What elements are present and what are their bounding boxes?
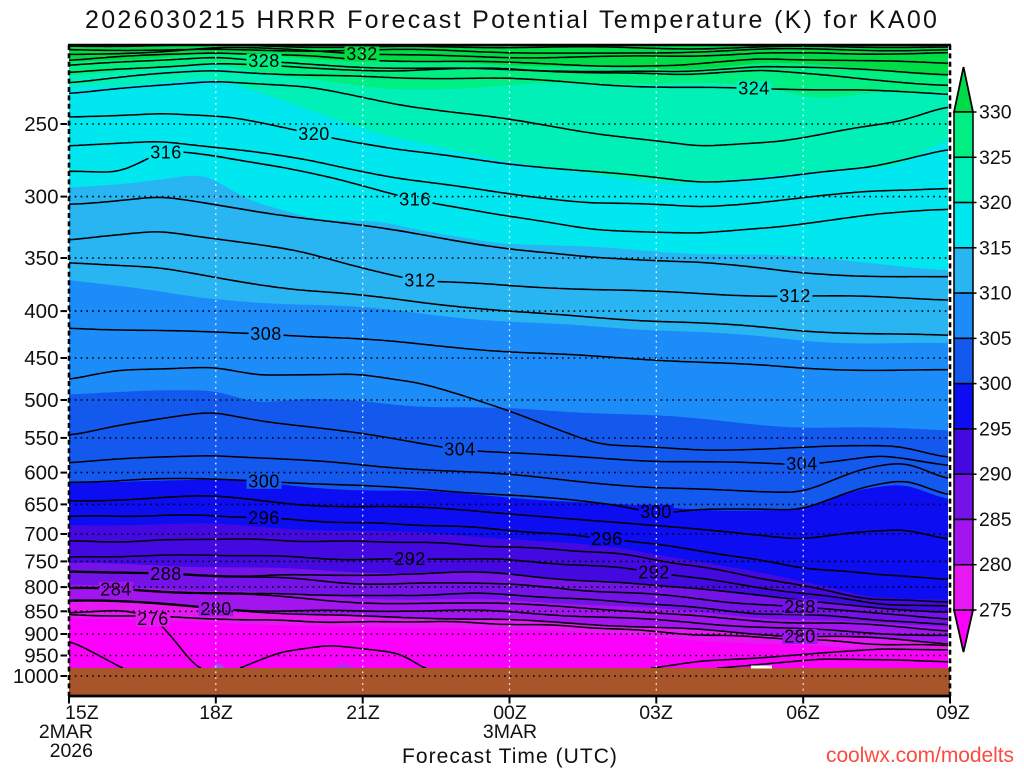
svg-text:308: 308 — [250, 324, 282, 344]
svg-text:310: 310 — [979, 283, 1012, 305]
svg-text:300: 300 — [248, 471, 280, 491]
svg-text:350: 350 — [24, 247, 58, 270]
svg-text:305: 305 — [979, 328, 1012, 350]
svg-text:250: 250 — [24, 113, 58, 136]
svg-text:450: 450 — [24, 347, 58, 370]
svg-text:800: 800 — [24, 576, 58, 599]
svg-text:330: 330 — [979, 102, 1012, 124]
svg-text:292: 292 — [394, 549, 426, 569]
svg-text:500: 500 — [24, 389, 58, 412]
svg-text:320: 320 — [298, 124, 330, 144]
svg-text:00Z: 00Z — [493, 702, 527, 724]
svg-text:950: 950 — [24, 645, 58, 668]
svg-text:550: 550 — [24, 427, 58, 450]
svg-text:Forecast Time (UTC): Forecast Time (UTC) — [402, 745, 618, 768]
svg-text:324: 324 — [738, 79, 770, 99]
svg-text:275: 275 — [979, 600, 1012, 622]
svg-text:312: 312 — [779, 286, 811, 306]
svg-text:400: 400 — [24, 300, 58, 323]
svg-text:18Z: 18Z — [199, 702, 233, 724]
svg-text:296: 296 — [248, 508, 280, 528]
svg-text:300: 300 — [640, 502, 672, 522]
svg-text:300: 300 — [979, 373, 1012, 395]
svg-text:900: 900 — [24, 623, 58, 646]
svg-text:316: 316 — [150, 143, 182, 163]
svg-text:284: 284 — [100, 579, 132, 599]
svg-text:1000: 1000 — [13, 665, 59, 688]
svg-text:288: 288 — [784, 597, 816, 617]
svg-text:280: 280 — [784, 627, 816, 647]
svg-text:304: 304 — [444, 440, 476, 460]
svg-text:2MAR: 2MAR — [39, 721, 93, 743]
svg-text:2026030215 HRRR Forecast Poten: 2026030215 HRRR Forecast Potential Tempe… — [85, 6, 939, 34]
svg-text:292: 292 — [638, 563, 670, 583]
svg-text:276: 276 — [137, 609, 169, 629]
svg-text:3MAR: 3MAR — [483, 721, 537, 743]
svg-text:15Z: 15Z — [65, 702, 99, 724]
svg-text:coolwx.com/modelts: coolwx.com/modelts — [826, 744, 1014, 767]
svg-text:21Z: 21Z — [346, 702, 380, 724]
svg-text:700: 700 — [24, 523, 58, 546]
svg-text:325: 325 — [979, 147, 1012, 169]
svg-text:290: 290 — [979, 464, 1012, 486]
svg-text:280: 280 — [979, 554, 1012, 576]
svg-text:316: 316 — [399, 190, 431, 210]
svg-text:300: 300 — [24, 186, 58, 209]
svg-text:09Z: 09Z — [936, 702, 970, 724]
svg-text:304: 304 — [786, 454, 818, 474]
svg-text:315: 315 — [979, 237, 1012, 259]
svg-text:320: 320 — [979, 192, 1012, 214]
svg-text:750: 750 — [24, 550, 58, 573]
svg-text:328: 328 — [248, 51, 280, 71]
svg-text:312: 312 — [404, 270, 436, 290]
svg-text:296: 296 — [591, 529, 623, 549]
svg-text:600: 600 — [24, 462, 58, 485]
svg-text:06Z: 06Z — [786, 702, 820, 724]
svg-text:288: 288 — [150, 564, 182, 584]
svg-text:850: 850 — [24, 600, 58, 623]
svg-text:295: 295 — [979, 418, 1012, 440]
svg-text:03Z: 03Z — [639, 702, 673, 724]
svg-text:2026: 2026 — [50, 740, 93, 762]
svg-text:332: 332 — [346, 44, 378, 64]
svg-text:650: 650 — [24, 493, 58, 516]
svg-text:285: 285 — [979, 509, 1012, 531]
